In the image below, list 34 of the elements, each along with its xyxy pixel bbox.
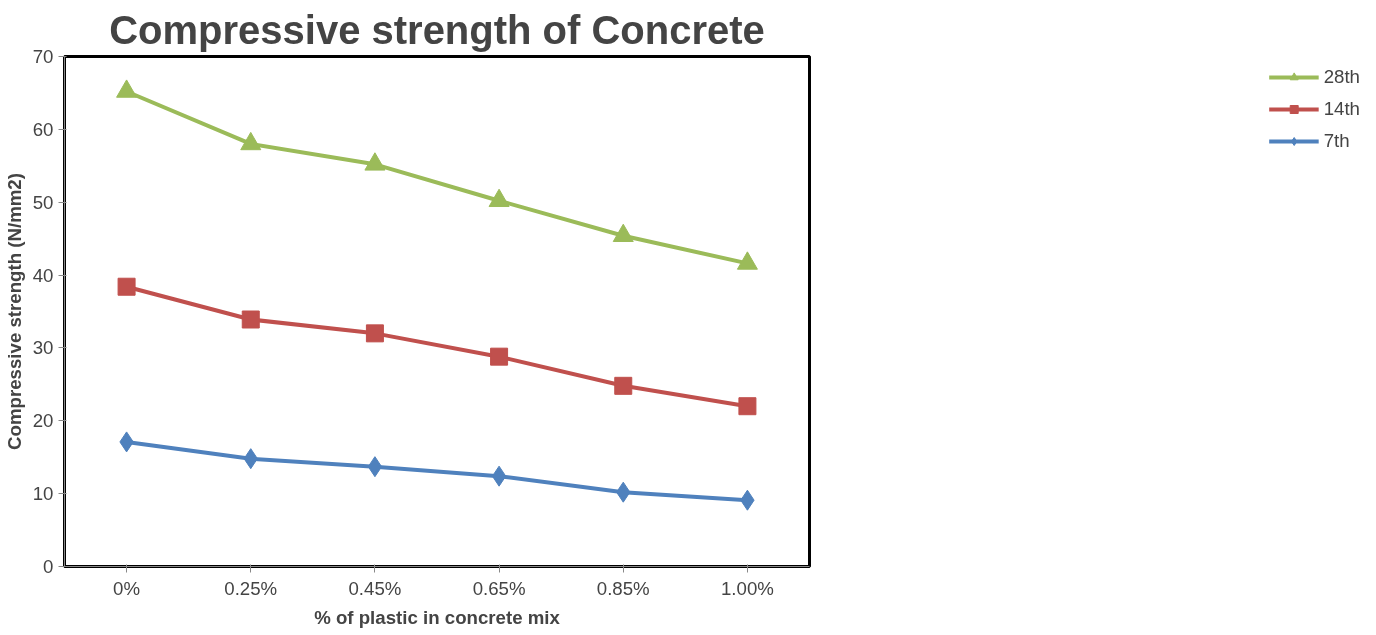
point (367, 456, 383, 478)
x-tick-label: 0.65% (472, 577, 526, 599)
point (491, 465, 507, 487)
legend-label: 7th (1323, 130, 1350, 152)
x-tick-label: 1.00% (720, 577, 774, 599)
point (365, 324, 384, 343)
point (488, 188, 510, 208)
y-tick-label: 10 (32, 483, 54, 505)
y-tick-label: 70 (32, 46, 54, 67)
y-tick-label: 50 (32, 191, 54, 213)
y-tick-label: 60 (32, 118, 54, 140)
x-tick-label: 0.45% (348, 577, 402, 599)
point (117, 277, 136, 296)
point (738, 397, 757, 416)
point (241, 310, 260, 329)
x-tick-label: 0% (113, 577, 141, 599)
point (116, 79, 138, 98)
legend-label: 14th (1323, 98, 1360, 120)
legend-label: 28th (1323, 66, 1360, 88)
point (364, 152, 386, 171)
point (240, 131, 262, 151)
y-tick-label: 0 (43, 556, 54, 577)
y-tick-label: 40 (32, 264, 54, 286)
x-tick-label: 0.85% (596, 577, 650, 599)
y-tick-label: 20 (32, 410, 54, 432)
point (490, 347, 509, 366)
x-axis-title: % of plastic in concrete mix (314, 606, 561, 628)
point (614, 376, 633, 395)
point (736, 251, 758, 270)
x-tick-label: 0.25% (224, 577, 278, 599)
y-axis-title: Compressive strength (N/mm2) (3, 173, 25, 450)
chart-title: Compressive strength of Concrete (109, 7, 765, 52)
point (612, 223, 634, 242)
y-tick-label: 30 (32, 337, 54, 359)
